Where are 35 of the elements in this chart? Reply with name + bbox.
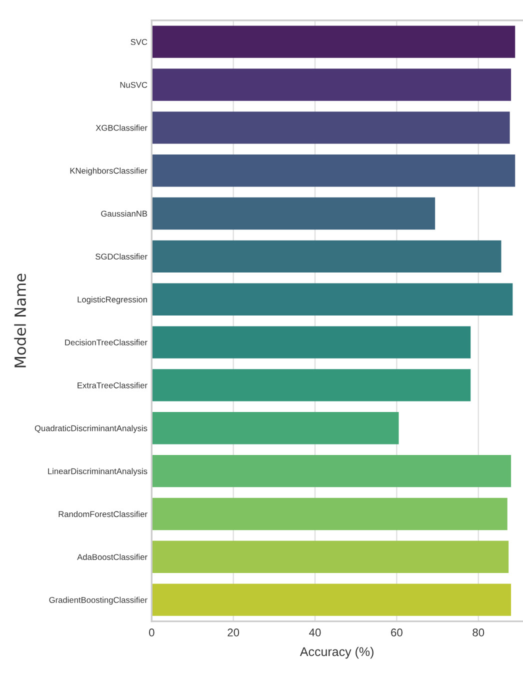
bar — [152, 240, 502, 273]
bar — [152, 197, 436, 230]
bar — [152, 454, 512, 488]
y-tick-label: GradientBoostingClassifier — [49, 596, 148, 605]
y-tick-label: XGBClassifier — [96, 124, 148, 131]
bar — [152, 283, 513, 316]
bar — [152, 584, 512, 616]
y-tick-label: DecisionTreeClassifier — [65, 339, 148, 346]
y-tick-label: AdaBoostClassifier — [77, 554, 148, 560]
y-tick-label: RandomForestClassifier — [58, 510, 148, 518]
x-tick-label: 60 — [391, 628, 402, 636]
y-tick-label: SVC — [130, 39, 148, 45]
bar — [152, 68, 512, 101]
bar — [152, 112, 510, 144]
bar — [152, 369, 471, 402]
y-axis-title: Model Name — [14, 274, 26, 368]
y-tick-label: SGDClassifier — [96, 253, 148, 260]
y-tick-label: QuadraticDiscriminantAnalysis — [34, 425, 148, 433]
x-tick-label: 0 — [149, 628, 154, 636]
y-tick-label: KNeighborsClassifier — [70, 168, 148, 176]
y-tick-label: NuSVC — [120, 82, 148, 88]
x-tick-label: 80 — [472, 628, 484, 636]
y-tick-label: LogisticRegression — [78, 296, 147, 304]
x-tick-label: 20 — [228, 628, 240, 636]
bar — [152, 326, 471, 358]
bar — [152, 154, 516, 187]
y-tick-label: ExtraTreeClassifier — [78, 382, 148, 388]
bar — [152, 540, 509, 573]
x-axis-title: Accuracy (%) — [300, 646, 374, 659]
bar — [152, 26, 516, 58]
bar — [152, 412, 399, 444]
y-tick-label: GaussianNB — [101, 210, 148, 217]
x-tick-label: 40 — [309, 628, 321, 636]
y-tick-label: LinearDiscriminantAnalysis — [48, 468, 148, 476]
bar — [152, 498, 508, 530]
